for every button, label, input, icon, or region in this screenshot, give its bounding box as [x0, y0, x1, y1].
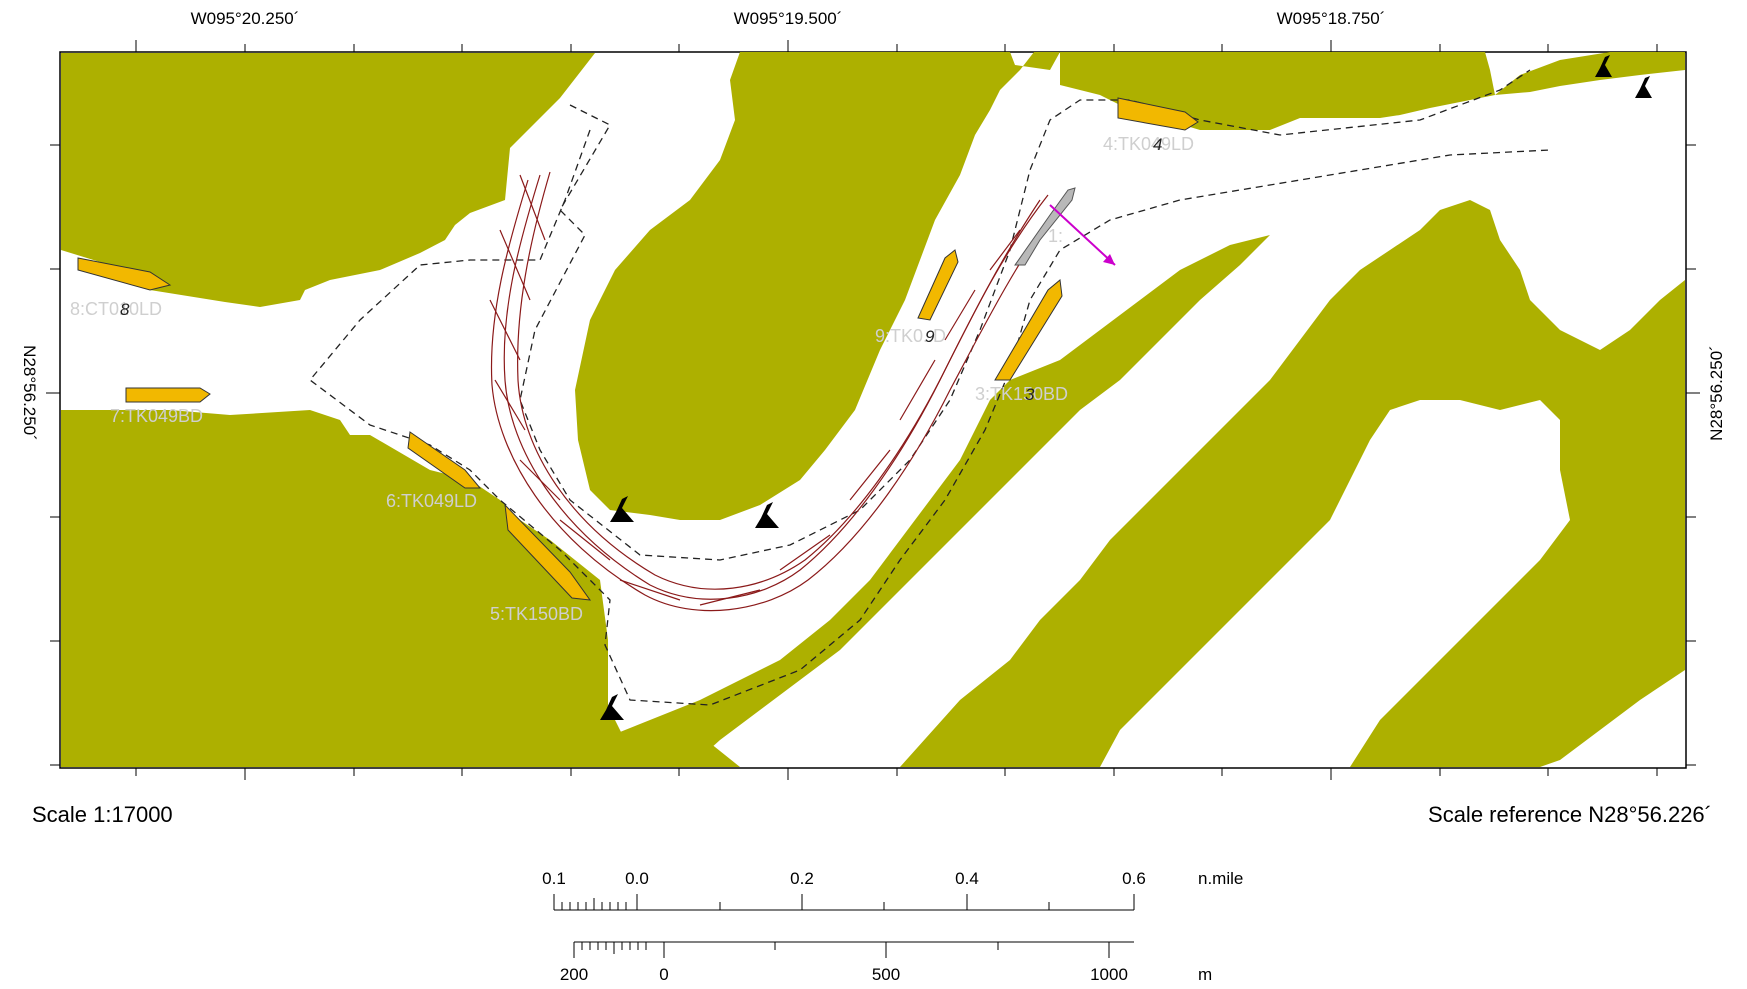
- side-ticks: [46, 144, 1700, 766]
- anchor-icon: [755, 502, 779, 528]
- ship-label-1: 1:: [1048, 226, 1063, 246]
- ship-label-6: 6:TK049LD: [386, 491, 477, 511]
- anchor-icon: [600, 694, 624, 720]
- right-coord: N28°56.250´: [1707, 345, 1726, 441]
- velocity-vector: [1049, 204, 1116, 266]
- ship-label-3: 3:TK150BD: [975, 384, 1068, 404]
- nm-label-3: 0.4: [955, 869, 979, 888]
- ship-6: [407, 431, 482, 489]
- ship-label-7: 7:TK049BD: [110, 406, 203, 426]
- ship-label-9: 9:TK0..D: [875, 326, 946, 346]
- ship-num-9: 9: [925, 327, 935, 346]
- ship-label-4: 4:TK049LD: [1103, 134, 1194, 154]
- m-label-0: 200: [560, 965, 588, 984]
- nm-label-1: 0.0: [625, 869, 649, 888]
- scale-label: Scale 1:17000: [32, 802, 173, 827]
- top-coord-1: W095°20.250´: [191, 9, 300, 28]
- top-ticks: [135, 40, 1658, 52]
- own-ship: [1014, 187, 1116, 266]
- ship-8: [77, 257, 172, 291]
- ship-label-8: 8:CT010LD: [70, 299, 162, 319]
- ship-num-4: 4: [1153, 135, 1162, 154]
- ship-num-8: 8: [120, 300, 130, 319]
- scale-reference: Scale reference N28°56.226´: [1428, 802, 1712, 827]
- m-unit: m: [1198, 965, 1212, 984]
- ship-3: [994, 279, 1063, 381]
- channel-boundary: [309, 69, 1551, 706]
- top-coord-2: W095°19.500´: [734, 9, 843, 28]
- bottom-ticks: [135, 768, 1658, 780]
- ship-7: [125, 387, 211, 403]
- anchor-icon: [1635, 76, 1652, 98]
- nm-label-0: 0.1: [542, 869, 566, 888]
- vessel-track: [489, 171, 1059, 612]
- nm-label-2: 0.2: [790, 869, 814, 888]
- nm-label-4: 0.6: [1122, 869, 1146, 888]
- ship-9: [917, 249, 959, 321]
- m-scale-bar: [573, 941, 1134, 958]
- moored-ships: [77, 97, 1199, 601]
- ship-labels: 4:TK049LD 4 8:CT010LD 8 9:TK0..D 9 3:TK1…: [70, 134, 1194, 624]
- nm-scale-bar: [553, 894, 1135, 911]
- m-label-3: 1000: [1090, 965, 1128, 984]
- left-coord: N28°56.250´: [20, 345, 39, 441]
- anchor-icon: [1595, 55, 1612, 77]
- anchors: [600, 55, 1652, 720]
- land-areas: [61, 52, 1685, 767]
- ship-num-3: 3: [1025, 385, 1035, 404]
- ship-5: [504, 503, 592, 601]
- top-coord-3: W095°18.750´: [1277, 9, 1386, 28]
- m-label-1: 0: [659, 965, 668, 984]
- m-label-2: 500: [872, 965, 900, 984]
- nm-unit: n.mile: [1198, 869, 1243, 888]
- ship-label-5: 5:TK150BD: [490, 604, 583, 624]
- anchor-icon: [610, 496, 634, 522]
- ship-4: [1117, 97, 1199, 131]
